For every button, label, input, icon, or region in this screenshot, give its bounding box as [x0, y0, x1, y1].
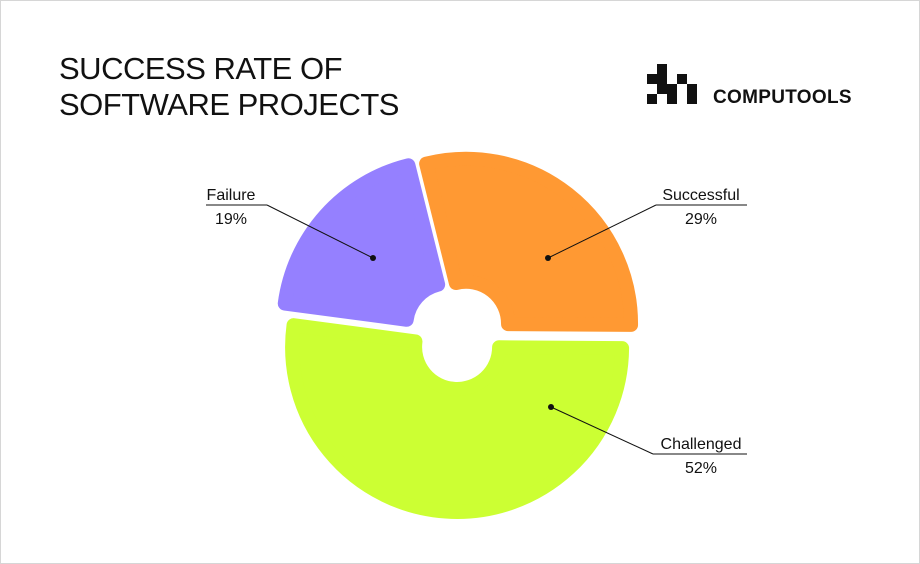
pie-slice	[419, 151, 639, 332]
slice-value-label: 19%	[215, 211, 247, 228]
leader-line	[547, 204, 657, 259]
leader-line	[550, 406, 654, 455]
leader-line	[266, 204, 374, 259]
brand-logo	[647, 64, 697, 104]
pie-slice	[285, 318, 630, 519]
slice-value-label: 29%	[685, 211, 717, 228]
slice-label: Challenged	[661, 436, 742, 453]
chart-title: SUCCESS RATE OF SOFTWARE PROJECTS	[59, 51, 399, 122]
slice-label: Failure	[207, 187, 256, 204]
slice-label: Successful	[662, 187, 739, 204]
pie-slice	[277, 158, 446, 327]
brand-name: COMPUTOOLS	[713, 87, 852, 108]
slice-value-label: 52%	[685, 460, 717, 477]
